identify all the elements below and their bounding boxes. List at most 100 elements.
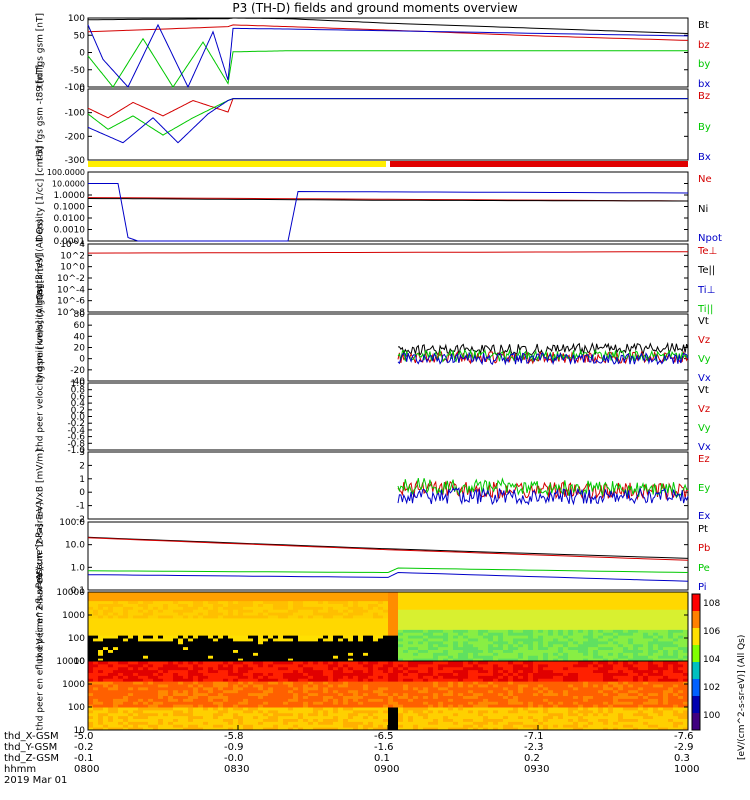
heatmap-cell [123, 644, 129, 647]
heatmap-cell [283, 719, 289, 722]
heatmap-cell [143, 721, 149, 724]
heatmap-cell [108, 675, 114, 678]
heatmap-cell [523, 644, 529, 647]
heatmap-cell [433, 644, 439, 647]
heatmap-cell [348, 632, 354, 635]
heatmap-cell [108, 678, 114, 681]
heatmap-cell [613, 655, 619, 658]
heatmap-cell [478, 618, 484, 621]
heatmap-cell [268, 627, 274, 630]
heatmap-cell [178, 661, 184, 664]
heatmap-cell [133, 627, 139, 630]
heatmap-cell [93, 595, 99, 598]
heatmap-cell [513, 606, 519, 609]
heatmap-cell [158, 673, 164, 676]
heatmap-cell [478, 624, 484, 627]
heatmap-cell [308, 710, 314, 713]
heatmap-cell [298, 641, 304, 644]
heatmap-cell [483, 598, 489, 601]
heatmap-cell [593, 647, 599, 650]
y-tick-label: 40 [74, 332, 86, 342]
heatmap-cell [413, 678, 419, 681]
heatmap-cell [203, 719, 209, 722]
heatmap-cell [433, 710, 439, 713]
heatmap-cell [338, 713, 344, 716]
heatmap-cell [268, 684, 274, 687]
heatmap-cell [233, 606, 239, 609]
heatmap-cell [213, 701, 219, 704]
heatmap-cell [358, 710, 364, 713]
heatmap-cell [523, 635, 529, 638]
heatmap-cell [528, 641, 534, 644]
heatmap-cell [293, 627, 299, 630]
heatmap-cell [318, 627, 324, 630]
y-tick-label: 2 [79, 461, 85, 471]
heatmap-cell [198, 664, 204, 667]
heatmap-cell [328, 650, 334, 653]
heatmap-cell [248, 704, 254, 707]
heatmap-cell [258, 615, 264, 618]
heatmap-cell [183, 698, 189, 701]
heatmap-cell [183, 678, 189, 681]
heatmap-cell [613, 632, 619, 635]
heatmap-cell [193, 707, 199, 710]
heatmap-cell [368, 713, 374, 716]
heatmap-cell [438, 681, 444, 684]
heatmap-cell [513, 629, 519, 632]
heatmap-cell [168, 595, 174, 598]
heatmap-cell [568, 621, 574, 624]
heatmap-cell [153, 681, 159, 684]
heatmap-cell [438, 721, 444, 724]
heatmap-cell [313, 595, 319, 598]
heatmap-cell [218, 621, 224, 624]
heatmap-cell [408, 684, 414, 687]
heatmap-cell [343, 644, 349, 647]
heatmap-cell [368, 595, 374, 598]
heatmap-cell [168, 701, 174, 704]
heatmap-cell [223, 701, 229, 704]
heatmap-cell [138, 650, 144, 653]
heatmap-cell [313, 678, 319, 681]
heatmap-cell [138, 606, 144, 609]
heatmap-cell [138, 632, 144, 635]
heatmap-cell [273, 701, 279, 704]
heatmap-cell [303, 647, 309, 650]
heatmap-cell [228, 606, 234, 609]
heatmap-cell [268, 598, 274, 601]
heatmap-cell [233, 678, 239, 681]
heatmap-cell [88, 595, 94, 598]
heatmap-cell [388, 713, 394, 716]
heatmap-cell [218, 647, 224, 650]
heatmap-cell [143, 647, 149, 650]
heatmap-cell [188, 716, 194, 719]
heatmap-cell [478, 641, 484, 644]
heatmap-cell [178, 638, 184, 641]
heatmap-cell [268, 724, 274, 727]
heatmap-cell [218, 601, 224, 604]
heatmap-cell [378, 629, 384, 632]
heatmap-cell [403, 664, 409, 667]
heatmap-cell [663, 638, 669, 641]
heatmap-cell [183, 604, 189, 607]
heatmap-cell [678, 650, 684, 653]
heatmap-cell [163, 673, 169, 676]
heatmap-cell [453, 664, 459, 667]
heatmap-cell [473, 710, 479, 713]
heatmap-cell [223, 681, 229, 684]
heatmap-cell [198, 644, 204, 647]
heatmap-cell [553, 621, 559, 624]
heatmap-cell [358, 627, 364, 630]
heatmap-cell [258, 612, 264, 615]
heatmap-cell [393, 652, 399, 655]
heatmap-cell [238, 627, 244, 630]
heatmap-cell [443, 595, 449, 598]
heatmap-cell [333, 621, 339, 624]
heatmap-cell [283, 609, 289, 612]
heatmap-cell [563, 655, 569, 658]
heatmap-cell [318, 719, 324, 722]
heatmap-cell [308, 629, 314, 632]
heatmap-cell [298, 606, 304, 609]
heatmap-cell [593, 606, 599, 609]
heatmap-cell [228, 598, 234, 601]
heatmap-cell [473, 621, 479, 624]
